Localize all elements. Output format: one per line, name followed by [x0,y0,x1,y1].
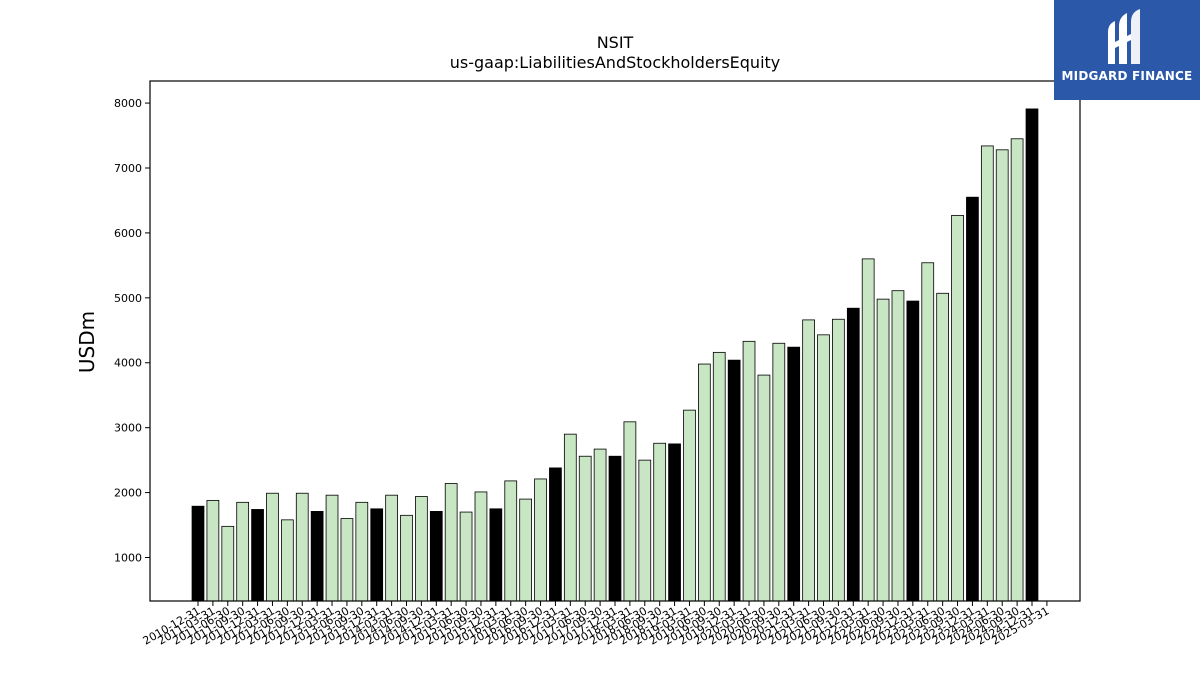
bar [817,334,830,602]
bar [534,478,547,602]
y-axis-ticks: 1000 2000 3000 4000 5000 6000 7000 8000 [114,97,150,565]
bar [683,409,696,602]
bar [608,455,622,602]
bar [295,492,309,602]
bar [668,443,681,602]
bar [578,455,592,602]
bar [444,483,458,602]
bar [385,494,398,602]
bar [698,363,711,602]
bar [936,292,950,602]
bar [549,467,562,602]
bar [1025,108,1039,602]
bar [951,214,964,602]
bar [266,492,279,602]
bar [787,346,801,602]
bar [310,511,324,602]
y-tick-label: 8000 [114,97,142,110]
bar [370,508,384,602]
bar [325,494,339,602]
bar [727,359,741,602]
bar [1010,138,1024,602]
bar [400,514,413,602]
bar [474,491,488,602]
bar [802,319,815,602]
y-tick-label: 4000 [114,357,142,370]
bar [757,374,771,602]
bar [519,498,533,602]
bar [995,149,1009,602]
logo-mark-icon [1108,9,1140,64]
y-axis-label: USDm [75,311,99,373]
bar [742,340,756,602]
bar [355,501,369,602]
y-tick-label: 1000 [114,552,142,565]
bar [236,501,250,602]
bar [623,421,637,602]
y-tick-label: 7000 [114,162,142,175]
logo-text: MIDGARD FINANCE [1061,69,1193,83]
bar [593,448,607,602]
bar [891,290,905,602]
bar [221,525,235,602]
y-tick-label: 3000 [114,422,142,435]
bar [653,442,667,602]
bar [429,511,443,602]
bar [980,145,994,602]
bar [340,518,354,602]
bar [966,196,979,602]
brand-logo: MIDGARD FINANCE [1054,0,1200,100]
bar [280,519,294,602]
y-tick-label: 2000 [114,487,142,500]
bar [921,262,935,602]
chart-subtitle: us-gaap:LiabilitiesAndStockholdersEquity [450,53,781,72]
bar [832,318,845,602]
bar [191,505,205,602]
bar [489,508,503,602]
bar [861,258,875,602]
bar [206,499,220,602]
bar [459,511,473,602]
bar [846,307,860,602]
bar [251,509,264,602]
y-tick-label: 5000 [114,292,142,305]
plot-frame [149,80,1081,602]
bar [638,459,652,602]
bar [906,300,920,602]
bar-series [191,108,1039,602]
bar [415,496,428,602]
x-axis-ticks: 2010-12-312011-03-312011-06-302011-09-30… [141,601,1051,648]
bar [504,480,518,602]
chart-title: NSIT [597,33,634,52]
bar [712,351,726,602]
y-tick-label: 6000 [114,227,142,240]
bar [876,298,890,602]
bar [772,342,786,602]
bar [563,433,577,602]
